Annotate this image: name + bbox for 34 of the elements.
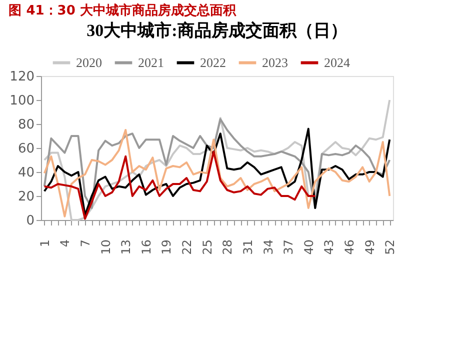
x-tick-label: 22	[180, 240, 194, 255]
x-tick-label: 16	[139, 240, 154, 255]
x-tick-label: 52	[383, 240, 398, 255]
legend-label: 2022	[200, 54, 226, 70]
x-tick-label: 10	[98, 240, 113, 255]
y-tick-label: 20	[18, 190, 34, 204]
x-tick-label: 37	[282, 240, 296, 255]
y-tick-label: 0	[26, 214, 34, 228]
line-series	[43, 99, 391, 221]
y-tick-label: 120	[10, 70, 34, 84]
x-tick-label: 28	[220, 240, 235, 255]
x-tick-label: 34	[261, 240, 276, 255]
y-tick-label: 80	[18, 118, 34, 132]
x-tick-label: 13	[119, 240, 134, 255]
legend-label: 2021	[138, 54, 164, 70]
x-tick-label: 46	[342, 240, 356, 255]
legend-label: 2020	[76, 54, 102, 70]
x-tick-label: 1	[38, 240, 52, 248]
x-tick-label: 43	[322, 240, 336, 255]
x-tick-label: 25	[200, 240, 214, 255]
x-tick-label: 19	[160, 240, 174, 255]
y-tick-label: 40	[18, 166, 34, 180]
legend-label: 2023	[262, 54, 288, 70]
x-tick-label: 40	[302, 240, 316, 255]
x-tick-label: 4	[58, 240, 72, 248]
legend-label: 2024	[324, 54, 350, 70]
y-tick-label: 100	[10, 94, 34, 108]
chart-subtitle: 30大中城市:商品房成交面积（日）	[86, 21, 348, 40]
x-tick-label: 49	[362, 240, 377, 255]
x-tick-label: 31	[240, 240, 255, 255]
chart-title: 图 41：30 大中城市商品房成交总面积	[8, 2, 237, 18]
line-series	[43, 150, 316, 220]
x-tick-label: 7	[78, 240, 92, 248]
y-tick-label: 60	[18, 142, 34, 156]
